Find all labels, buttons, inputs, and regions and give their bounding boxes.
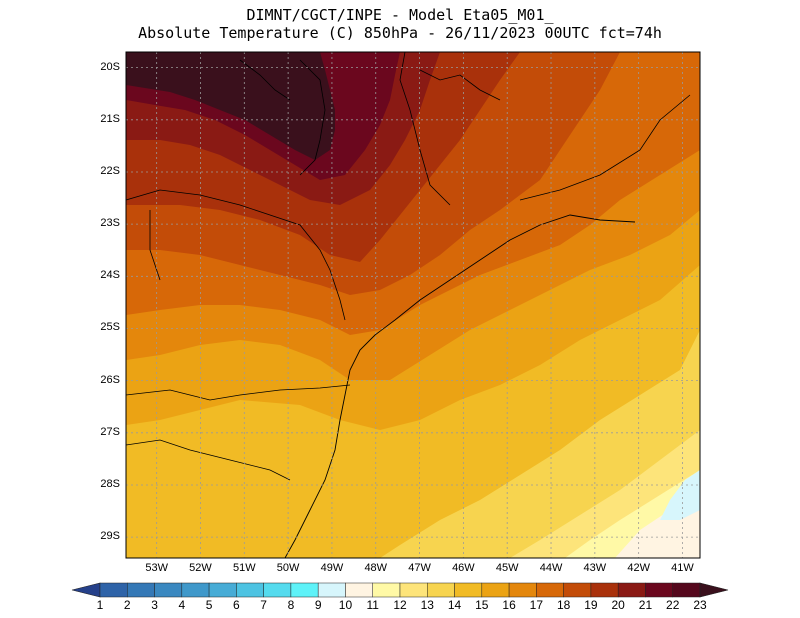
colorbar-swatch xyxy=(427,582,455,598)
colorbar-label: 14 xyxy=(447,598,462,612)
colorbar-swatch xyxy=(481,582,510,598)
colorbar-swatch xyxy=(399,582,428,598)
colorbar-swatch xyxy=(508,582,537,598)
colorbar-label: 1 xyxy=(96,598,104,612)
grid-lines xyxy=(126,52,700,558)
chart-title-line-2: Absolute Temperature (C) 850hPa - 26/11/… xyxy=(138,24,662,42)
latitude-label: 22S xyxy=(100,164,120,177)
colorbar-swatch xyxy=(290,582,319,598)
colorbar-swatch xyxy=(536,582,564,598)
colorbar-label: 4 xyxy=(178,598,186,612)
band-10 xyxy=(660,470,700,520)
colorbar-label: 23 xyxy=(693,598,707,612)
colorbar-swatch xyxy=(345,582,373,598)
state-borders xyxy=(126,52,691,481)
band-23 xyxy=(126,52,335,160)
latitude-label: 26S xyxy=(100,373,120,386)
colorbar-label: 6 xyxy=(233,598,240,612)
colorbar-swatch xyxy=(181,582,210,598)
longitude-label: 46W xyxy=(452,562,475,574)
colorbar-swatch xyxy=(645,582,673,598)
colorbar-label: 16 xyxy=(502,598,516,612)
colorbar-label: 13 xyxy=(420,598,434,612)
colorbar-swatch xyxy=(372,582,401,598)
longitude-label: 42W xyxy=(627,562,650,574)
colorbar-label: 9 xyxy=(314,598,322,612)
colorbar-label: 11 xyxy=(366,598,379,612)
colorbar-swatch xyxy=(99,582,128,598)
colorbar-swatch xyxy=(563,582,592,598)
colorbar-swatch xyxy=(154,582,183,598)
colorbar-label: 8 xyxy=(287,598,295,612)
colorbar-swatch xyxy=(263,582,292,598)
longitude-label: 48W xyxy=(364,562,388,574)
longitude-label: 43W xyxy=(583,562,607,574)
longitude-label: 50W xyxy=(276,562,300,574)
longitude-label: 53W xyxy=(145,562,168,574)
latitude-label: 20S xyxy=(100,60,120,73)
longitude-label: 44W xyxy=(539,562,563,574)
colorbar-label: 5 xyxy=(205,598,213,612)
longitude-label: 51W xyxy=(232,562,256,574)
colorbar-swatch xyxy=(590,582,619,598)
colorbar-label: 22 xyxy=(666,598,680,612)
colorbar-label: 18 xyxy=(556,598,571,612)
latitude-label: 23S xyxy=(100,217,120,230)
colorbar-arrow-low xyxy=(71,582,101,598)
colorbar-label: 2 xyxy=(123,598,131,612)
colorbar-swatch xyxy=(317,582,346,598)
latitude-label: 28S xyxy=(100,477,120,490)
colorbar-label: 15 xyxy=(475,598,489,612)
colorbar xyxy=(71,582,729,598)
longitude-label: 45W xyxy=(495,562,519,574)
longitude-label: 49W xyxy=(320,562,344,574)
colorbar-label: 7 xyxy=(260,598,267,612)
colorbar-swatch xyxy=(617,582,646,598)
colorbar-swatch xyxy=(672,582,701,598)
colorbar-label: 17 xyxy=(529,598,544,612)
latitude-label: 25S xyxy=(100,321,120,334)
longitude-label: 47W xyxy=(408,562,431,574)
colorbar-label: 12 xyxy=(393,598,407,612)
longitude-label: 52W xyxy=(189,562,212,574)
colorbar-label: 10 xyxy=(338,598,353,612)
coastline xyxy=(284,214,636,558)
colorbar-swatch xyxy=(127,582,155,598)
latitude-label: 24S xyxy=(100,269,120,282)
temperature-field xyxy=(126,52,700,558)
map-frame xyxy=(125,51,701,559)
colorbar-arrow-high xyxy=(699,582,729,598)
colorbar-swatch xyxy=(208,582,237,598)
colorbar-label: 21 xyxy=(638,598,653,612)
longitude-label: 41W xyxy=(671,562,694,574)
chart-title-line-1: DIMNT/CGCT/INPE - Model Eta05_M01_ xyxy=(246,6,554,24)
latitude-label: 29S xyxy=(100,530,120,543)
colorbar-label: 20 xyxy=(611,598,625,612)
colorbar-swatch xyxy=(454,582,483,598)
latitude-label: 27S xyxy=(100,425,120,438)
colorbar-label: 19 xyxy=(584,598,598,612)
latitude-label: 21S xyxy=(100,112,120,125)
colorbar-label: 3 xyxy=(151,598,158,612)
colorbar-swatch xyxy=(236,582,264,598)
